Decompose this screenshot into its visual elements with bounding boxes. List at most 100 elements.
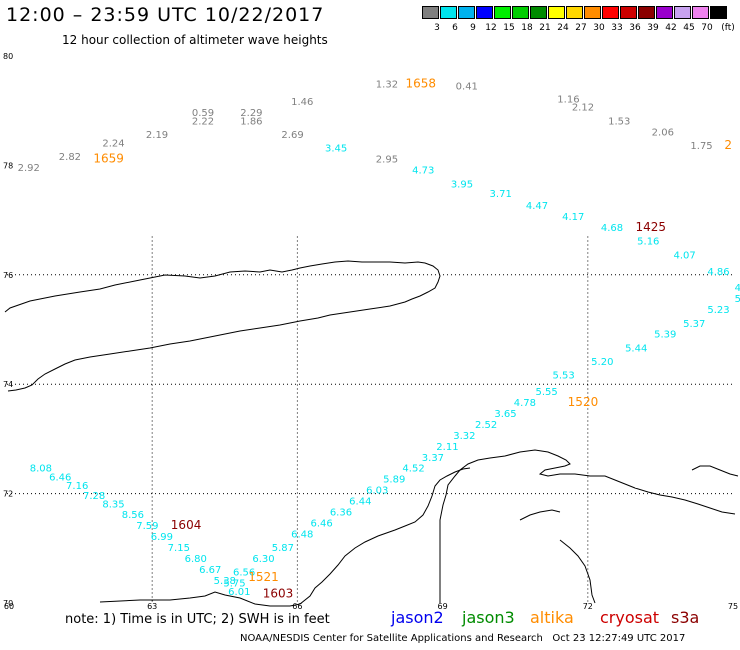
wave-height-reading: 2.11 <box>436 442 458 453</box>
mission-label-jason2: jason2 <box>391 608 444 627</box>
scale-unit: (ft) <box>721 23 735 33</box>
wave-height-reading: 8.35 <box>102 499 124 510</box>
lon-tick-label: 60 <box>4 602 14 611</box>
scale-label: 18 <box>521 23 533 33</box>
wave-height-reading: 7.59 <box>136 521 158 532</box>
scale-label: 36 <box>629 23 641 33</box>
lat-tick-label: 78 <box>3 161 13 170</box>
wave-height-reading: 6.99 <box>151 532 173 543</box>
wave-height-reading: 5.87 <box>272 543 294 554</box>
lon-tick-label: 63 <box>147 602 157 611</box>
lon-tick-label: 69 <box>438 602 448 611</box>
scale-label: 33 <box>611 23 623 33</box>
scale-swatch <box>692 6 709 19</box>
scale-swatch <box>422 6 439 19</box>
scale-label: 12 <box>485 23 497 33</box>
mainland-coast <box>99 467 471 607</box>
pass-time-label: 2 <box>724 138 732 152</box>
lon-tick-label: 66 <box>292 602 302 611</box>
wave-height-reading: 4.47 <box>526 201 548 212</box>
wave-height-reading: 6.80 <box>185 554 207 565</box>
wave-height-reading: 2.19 <box>146 130 168 141</box>
wave-height-reading: 3.32 <box>453 431 475 442</box>
pass-time-label: 1520 <box>568 395 599 409</box>
wave-height-reading: 1.53 <box>608 116 630 127</box>
scale-label: 9 <box>470 23 476 33</box>
scale-label: 6 <box>452 23 458 33</box>
wave-height-reading: 5.89 <box>383 475 405 486</box>
scale-swatch <box>620 6 637 19</box>
bay-coast <box>519 509 596 604</box>
wave-height-reading: 0.41 <box>456 81 478 92</box>
wave-height-reading: 5.38 <box>214 576 236 587</box>
scale-label: 3 <box>434 23 440 33</box>
wave-height-reading: 1.75 <box>690 141 712 152</box>
wave-height-reading: 1.46 <box>291 97 313 108</box>
scale-swatch <box>476 6 493 19</box>
lon-tick-label: 75 <box>728 602 738 611</box>
wave-height-reading: 4.52 <box>402 464 424 475</box>
wave-height-reading: 1.16 <box>557 94 579 105</box>
wave-height-reading: 4.73 <box>412 166 434 177</box>
lon-tick-label: 72 <box>583 602 593 611</box>
wave-height-reading: 2.82 <box>59 152 81 163</box>
pass-time-label: 1603 <box>263 587 294 601</box>
wave-height-reading: 4 <box>735 283 740 294</box>
wave-height-reading: 2.52 <box>475 420 497 431</box>
wave-height-reading: 3.95 <box>451 179 473 190</box>
wave-height-reading: 4.07 <box>673 250 695 261</box>
lat-tick-label: 76 <box>3 271 13 280</box>
scale-label: 15 <box>503 23 515 33</box>
scale-swatch <box>602 6 619 19</box>
wave-height-reading: 7.28 <box>83 491 105 502</box>
pass-time-label: 1521 <box>248 570 279 584</box>
wave-height-reading: 5.37 <box>683 319 705 330</box>
mission-label-cryosat: cryosat <box>600 608 660 627</box>
pass-time-label: 1658 <box>406 77 437 91</box>
scale-label: 70 <box>701 23 713 33</box>
wave-height-reading: 2.12 <box>572 103 594 114</box>
scale-swatch <box>512 6 529 19</box>
wave-height-reading: 5.75 <box>223 579 245 590</box>
scale-swatch <box>584 6 601 19</box>
wave-height-reading: 6.03 <box>366 486 388 497</box>
scale-label: 21 <box>539 23 551 33</box>
wave-height-reading: 2.95 <box>376 155 398 166</box>
wave-height-reading: 5.16 <box>637 237 659 248</box>
wave-height-reading: 8.08 <box>30 464 52 475</box>
wave-height-reading: 5.53 <box>552 371 574 382</box>
scale-label: 30 <box>593 23 605 33</box>
wave-height-reading: 6.56 <box>233 568 255 579</box>
scale-swatch <box>566 6 583 19</box>
lat-tick-label: 70 <box>3 599 13 608</box>
wave-height-reading: 5 <box>735 294 740 305</box>
mission-label-jason3: jason3 <box>462 608 515 627</box>
wave-height-reading: 5.44 <box>625 343 647 354</box>
wave-height-reading: 5.55 <box>536 387 558 398</box>
pass-time-label: 1425 <box>635 220 666 234</box>
credit-line: NOAA/NESDIS Center for Satellite Applica… <box>240 633 686 644</box>
mission-label-altika: altika <box>530 608 574 627</box>
wave-height-reading: 2.69 <box>281 130 303 141</box>
scale-swatch <box>440 6 457 19</box>
wave-height-reading: 2.06 <box>652 127 674 138</box>
scale-swatch <box>494 6 511 19</box>
page-subtitle: 12 hour collection of altimeter wave hei… <box>62 33 328 47</box>
scale-label: 27 <box>575 23 587 33</box>
pass-time-label: 1659 <box>93 152 124 166</box>
mission-label-s3a: s3a <box>671 608 700 627</box>
track-labels: 2.92 2.82 2.24 2.19 0.592.22 2.291.86 1.46 2.69… <box>18 77 740 601</box>
coastline <box>4 260 739 607</box>
wave-height-reading: 5.23 <box>707 305 729 316</box>
scale-label: 45 <box>683 23 695 33</box>
wave-height-reading: 4.68 <box>601 223 623 234</box>
wave-height-reading: 3.65 <box>494 409 516 420</box>
footer-note: note: 1) Time is in UTC; 2) SWH is in fe… <box>65 612 330 627</box>
gydan-coast <box>691 465 739 477</box>
wave-height-reading: 5.20 <box>591 357 613 368</box>
scale-label: 39 <box>647 23 659 33</box>
wave-height-reading: 4.17 <box>562 212 584 223</box>
wave-height-reading: 7.16 <box>66 481 88 492</box>
scale-label: 24 <box>557 23 569 33</box>
